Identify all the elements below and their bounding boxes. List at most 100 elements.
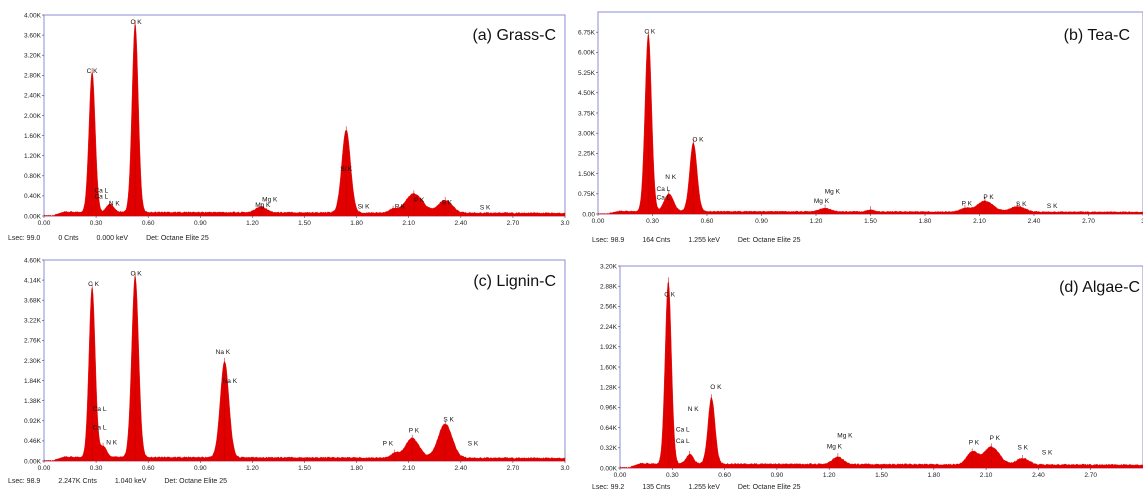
- peak-label: Mg K: [827, 443, 843, 450]
- y-tick-label: 1.84K: [24, 378, 42, 385]
- y-tick-label: 2.00K: [24, 113, 42, 120]
- peak-label: P K: [990, 435, 1001, 442]
- y-tick-label: 6.75K: [578, 30, 596, 37]
- x-tick-label: 1.50: [875, 472, 888, 479]
- y-tick-label: 3.20K: [24, 53, 42, 60]
- x-tick-label: 0.60: [701, 218, 714, 225]
- y-tick-label: 1.60K: [600, 364, 618, 371]
- peak-label: C K: [644, 29, 656, 36]
- peak-label: O K: [130, 19, 142, 26]
- x-tick-label: 2.70: [507, 220, 520, 227]
- status-energy: 0.000 keV: [96, 235, 129, 242]
- status-counts: 0 Cnts: [58, 235, 79, 242]
- x-tick-label: 0.30: [90, 220, 103, 227]
- peak-label: S K: [1042, 450, 1053, 457]
- y-tick-label: 0.80K: [24, 173, 42, 180]
- peak-label: O K: [130, 270, 142, 277]
- peak-label: Ca L: [657, 186, 671, 193]
- x-tick-label: 0.30: [90, 465, 103, 472]
- y-tick-label: 1.60K: [24, 133, 42, 140]
- spectrum-area: [43, 275, 566, 462]
- status-energy: 1.255 keV: [688, 484, 720, 491]
- plot-frame: [43, 259, 566, 462]
- x-tick-label: 2.10: [402, 220, 415, 227]
- peak-label: Na K: [223, 378, 238, 385]
- y-tick-label: 0.00K: [24, 458, 42, 465]
- panel-title: (d) Algae-C: [1059, 279, 1140, 296]
- peak-label: C K: [88, 281, 100, 288]
- peak-label: P K: [969, 440, 980, 447]
- peak-label: S K: [480, 204, 491, 211]
- peak-label: Ca L: [93, 425, 107, 432]
- peak-label: P K: [983, 194, 994, 201]
- panel-title: (a) Grass-C: [472, 27, 556, 44]
- status-counts: 135 Cnts: [642, 484, 671, 491]
- x-tick-label: 1.20: [823, 472, 836, 479]
- peak-label: P K: [395, 203, 406, 210]
- y-tick-label: 5.25K: [578, 70, 596, 77]
- plot-frame: [43, 14, 566, 217]
- x-tick-label: 0.60: [142, 465, 155, 472]
- y-tick-label: 1.50K: [578, 171, 596, 178]
- x-tick-label: 0.90: [194, 220, 207, 227]
- status-counts: 2.247K Cnts: [58, 478, 97, 485]
- y-tick-label: 0.92K: [24, 418, 42, 425]
- spectrum-chart-b: 0.00 0.75K 1.50K 2.25K 3.00K 3.75K 4.50K 5.25K 6…: [578, 11, 1143, 225]
- x-tick-label: 1.80: [919, 218, 932, 225]
- y-tick-label: 0.00K: [24, 213, 42, 220]
- x-tick-label: 1.20: [246, 465, 259, 472]
- peak-label: P K: [962, 200, 973, 207]
- x-tick-label: 2.70: [507, 465, 520, 472]
- x-tick-label: 2.70: [1082, 218, 1095, 225]
- peak-label: Si K: [358, 203, 371, 210]
- status-bar-b: Lsec: 98.9 164 Cnts 1.255 keV Det: Octane E…: [592, 237, 819, 244]
- y-tick-label: 1.20K: [24, 153, 42, 160]
- peak-label: O K: [692, 136, 704, 143]
- peak-label: N K: [688, 406, 700, 413]
- plot-frame: [597, 11, 1143, 215]
- peak-label: N K: [665, 174, 677, 181]
- peak-label: P K: [409, 428, 420, 435]
- peak-label: Ca L: [676, 438, 690, 445]
- y-tick-label: 4.60K: [24, 257, 42, 264]
- y-tick-label: 4.14K: [24, 277, 42, 284]
- status-counts: 164 Cnts: [642, 237, 671, 244]
- status-lsec: Lsec: 99.0: [8, 235, 41, 242]
- x-tick-label: 0.90: [194, 465, 207, 472]
- y-tick-label: 6.00K: [578, 50, 596, 57]
- peak-label: Mg K: [814, 198, 830, 205]
- panel-title: (b) Tea-C: [1064, 27, 1130, 44]
- y-tick-label: 3.75K: [578, 110, 596, 117]
- y-tick-label: 2.30K: [24, 358, 42, 365]
- y-tick-label: 2.80K: [24, 73, 42, 80]
- y-tick-label: 2.56K: [600, 304, 618, 311]
- peak-label: S K: [468, 441, 479, 448]
- y-tick-label: 0.46K: [24, 438, 42, 445]
- x-tick-label: 3.0: [560, 465, 569, 472]
- status-detector: Det: Octane Elite 25: [164, 478, 228, 485]
- spectrum-panel-b: 0.00 0.75K 1.50K 2.25K 3.00K 3.75K 4.50K 5.25K 6…: [578, 0, 1143, 248]
- peak-label: Mg K: [825, 188, 841, 195]
- status-detector: Det: Octane Elite 25: [737, 484, 801, 491]
- x-tick-label: 2.40: [1032, 472, 1045, 479]
- status-bar-a: Lsec: 99.0 0 Cnts 0.000 keV Det: Octane Eli…: [8, 235, 227, 242]
- peak-label: Si K: [340, 166, 353, 173]
- y-tick-label: 4.50K: [578, 90, 596, 97]
- status-lsec: Lsec: 99.2: [592, 484, 625, 491]
- x-tick-label: 2.10: [973, 218, 986, 225]
- plot-frame: [619, 265, 1143, 469]
- y-tick-label: 0.32K: [600, 445, 618, 452]
- x-tick-label: 1.80: [350, 465, 363, 472]
- y-tick-label: 3.68K: [24, 298, 42, 305]
- peak-label: C K: [664, 291, 676, 298]
- x-tick-label: 1.80: [927, 472, 940, 479]
- y-tick-label: 0.75K: [578, 191, 596, 198]
- peak-label: Mg K: [262, 196, 278, 203]
- status-detector: Det: Octane Elite 25: [737, 237, 801, 244]
- peak-label: S K: [443, 417, 454, 424]
- peak-label: P K: [414, 197, 425, 204]
- peak-label: N K: [109, 200, 121, 207]
- status-bar-d: Lsec: 99.2 135 Cnts 1.255 keV Det: Octane E…: [592, 484, 819, 491]
- peak-label: Mg K: [255, 202, 271, 209]
- spectrum-area: [43, 23, 566, 217]
